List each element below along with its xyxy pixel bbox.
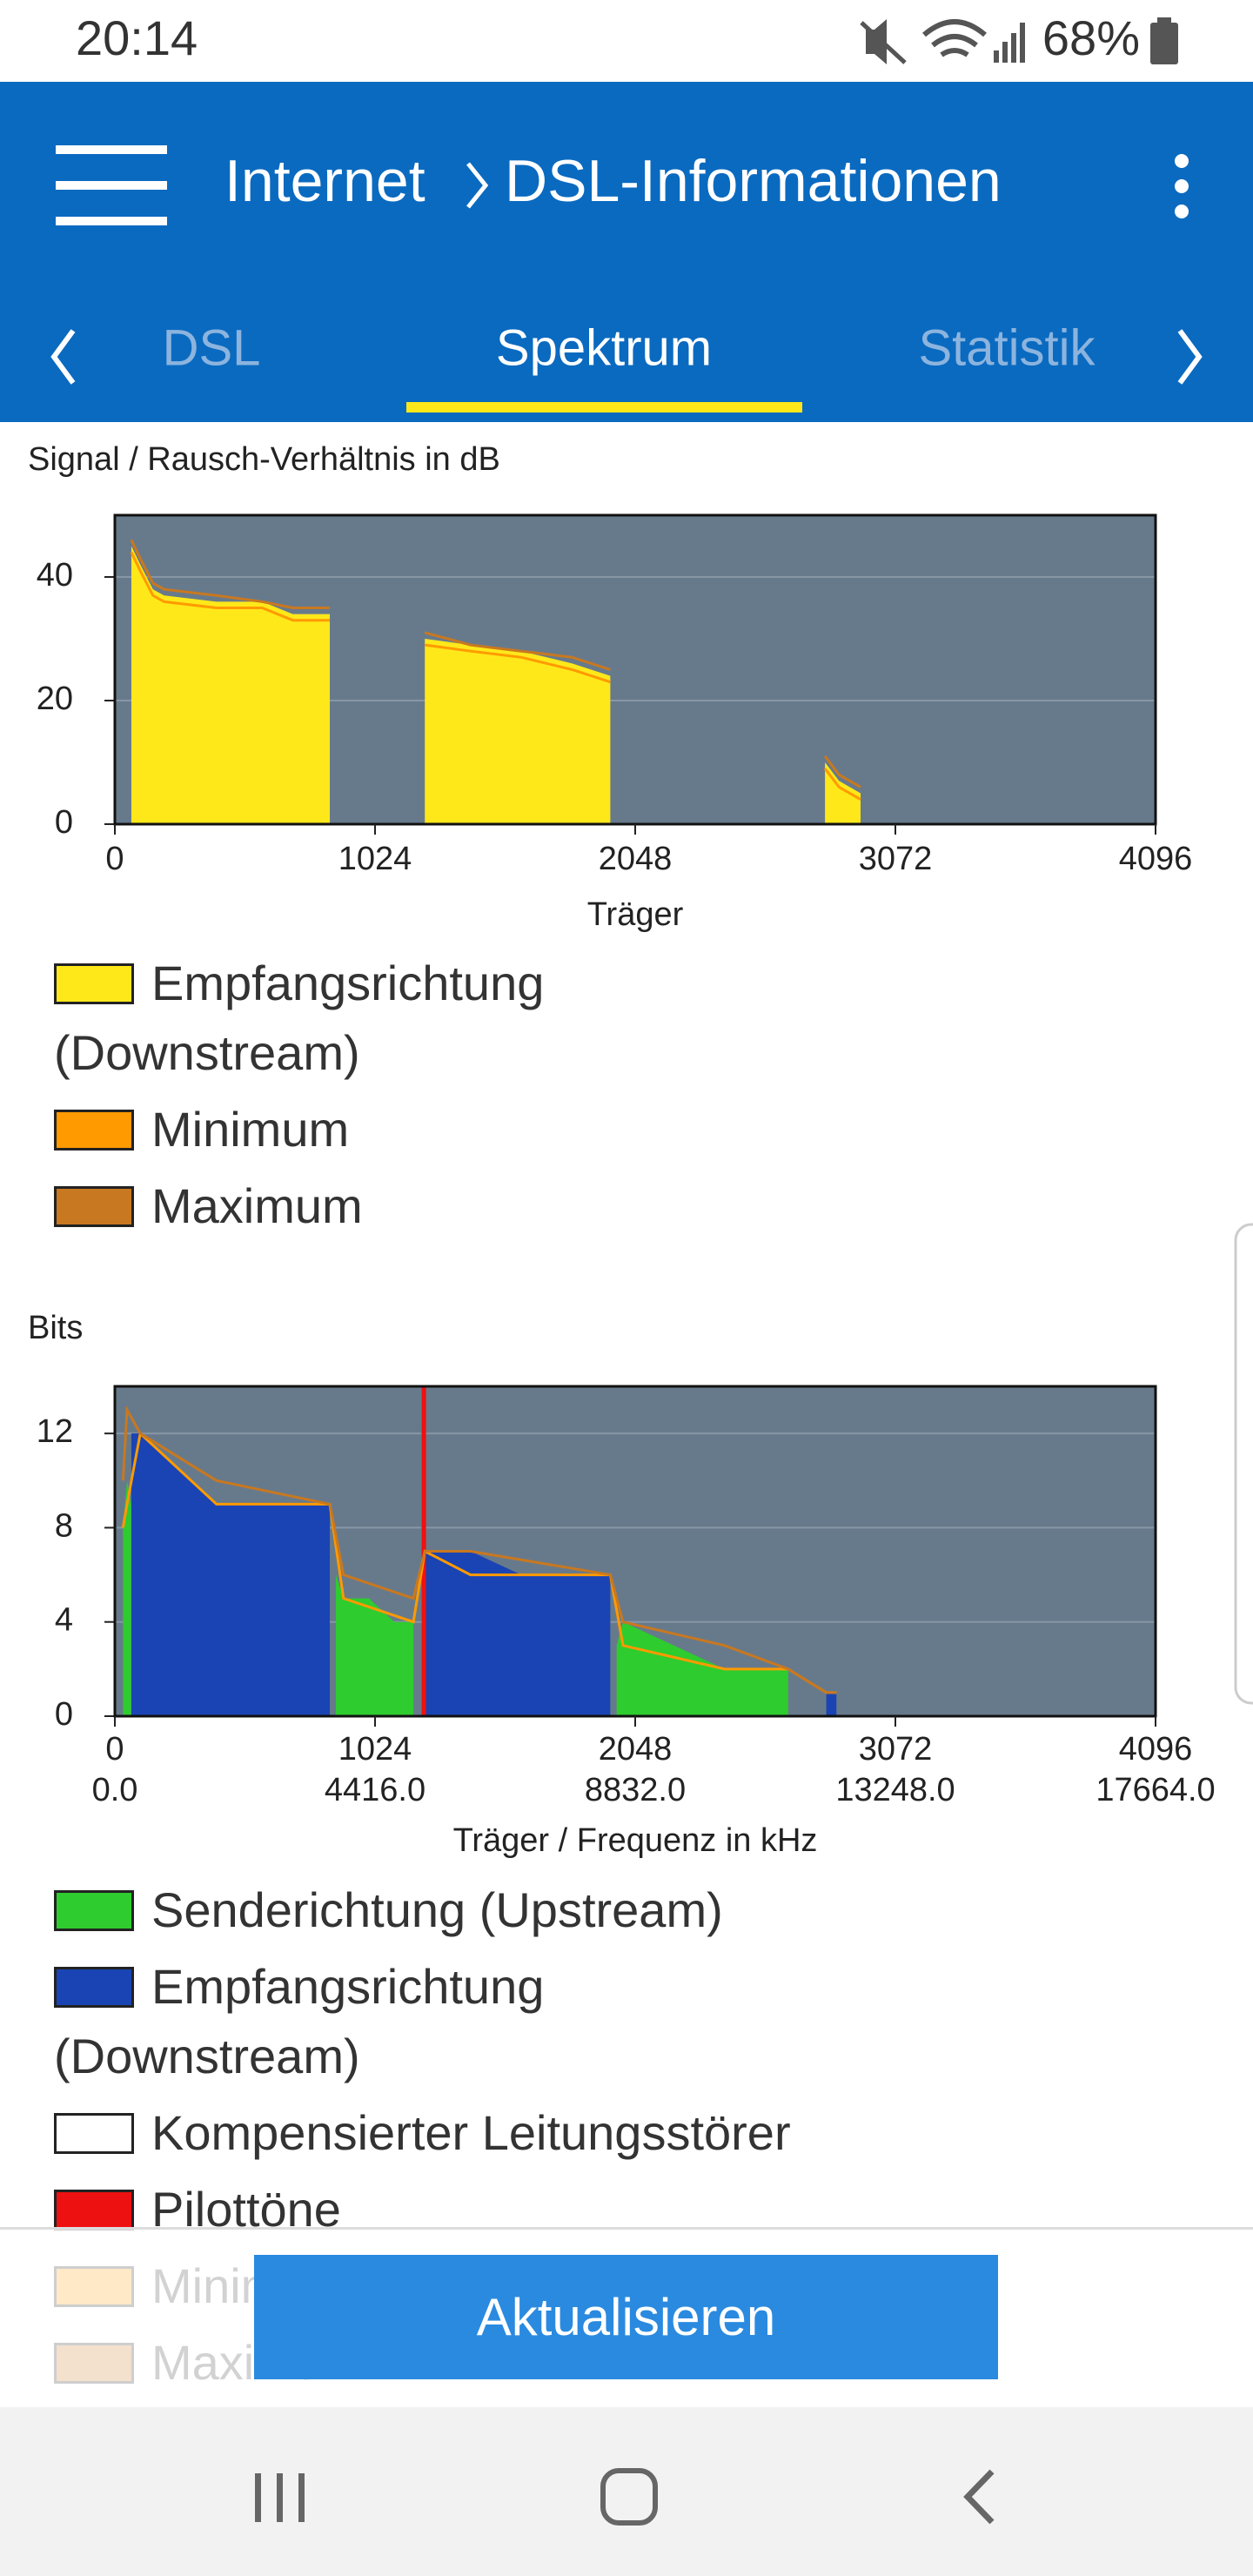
- area: [123, 1480, 788, 1716]
- y-tick-label: 0: [55, 804, 73, 841]
- legend-entry[interactable]: Maximum: [54, 1171, 863, 1241]
- legend-entry[interactable]: Empfangsrichtung (Downstream): [54, 949, 863, 1088]
- legend-entry[interactable]: Minimum: [54, 1095, 863, 1164]
- legend-entry[interactable]: Kompensierter Leitungsstörer: [54, 2098, 863, 2168]
- x-tick-label: 2048: [599, 841, 673, 877]
- chart-title: Bits: [28, 1310, 83, 1346]
- x-tick-label: 4096: [1119, 841, 1193, 877]
- legend-label: Empfangsrichtung (Downstream): [54, 956, 545, 1080]
- x-tick-label: 3072: [859, 841, 933, 877]
- tab-indicator: [406, 402, 802, 413]
- y-tick-label: 8: [55, 1507, 73, 1544]
- chart: Bits 0 4 8 12 0 1024 2048 3072 4096 0.0 4416.0 8832.…: [28, 1310, 1216, 1859]
- x-tick-label: 1024: [338, 841, 412, 877]
- legend-label: Maximum: [151, 1178, 363, 1233]
- tab-prev[interactable]: [50, 329, 76, 385]
- legend-swatch: [54, 1185, 134, 1227]
- x-tick-label: 2048: [599, 1731, 673, 1768]
- refresh-button[interactable]: Aktualisieren: [254, 2255, 998, 2379]
- line: [121, 1405, 837, 1694]
- x-tick-label: 0: [105, 841, 124, 877]
- breadcrumb-separator: [466, 162, 489, 209]
- legend-swatch: [54, 1109, 134, 1150]
- legend-label: Kompensierter Leitungsstörer: [151, 2105, 791, 2160]
- legend-swatch: [54, 2112, 134, 2154]
- x2-tick-label: 17664.0: [1096, 1772, 1215, 1808]
- x-tick-label: 1024: [338, 1731, 412, 1768]
- x-axis-label: Träger / Frequenz in kHz: [453, 1822, 818, 1859]
- legend-swatch: [54, 1889, 134, 1931]
- x2-tick-label: 4416.0: [325, 1772, 425, 1808]
- legend-swatch: [54, 963, 134, 1004]
- nav-icons: [255, 2468, 995, 2526]
- tab-next[interactable]: [1177, 329, 1203, 385]
- x-tick-label: 3072: [859, 1731, 933, 1768]
- tab[interactable]: Statistik: [918, 319, 1096, 376]
- chart: Signal / Rausch-Verhältnis in dB 0 20 40 0 10…: [28, 441, 1192, 933]
- tab[interactable]: DSL: [163, 319, 261, 376]
- menu-button[interactable]: [56, 145, 167, 225]
- overflow-menu[interactable]: [1175, 154, 1189, 218]
- legend: Empfangsrichtung (Downstream) Minimum Maxi…: [54, 949, 863, 1248]
- area: [131, 546, 861, 824]
- x2-tick-label: 13248.0: [835, 1772, 955, 1808]
- legend-swatch: [54, 1966, 134, 2008]
- legend-entry[interactable]: Senderichtung (Upstream): [54, 1875, 863, 1945]
- chart-title: Signal / Rausch-Verhältnis in dB: [28, 441, 500, 478]
- status-icons: [860, 17, 1178, 64]
- battery-level: 68%: [1042, 10, 1140, 65]
- home-button[interactable]: [600, 2468, 658, 2526]
- legend-swatch: [54, 2189, 134, 2231]
- app-bar: [0, 82, 1253, 422]
- x2-tick-label: 0.0: [92, 1772, 138, 1808]
- breadcrumb-current: DSL-Informationen: [505, 148, 1002, 214]
- breadcrumb-parent[interactable]: Internet: [224, 148, 425, 214]
- legend-label: Minimum: [151, 1102, 350, 1157]
- y-tick-label: 0: [55, 1696, 73, 1733]
- app-content: 20:14 68% Internet DSL-Informationen DSL…: [0, 0, 1253, 1860]
- scroll-handle[interactable]: [1234, 1223, 1253, 1710]
- y-tick-label: 40: [37, 557, 73, 594]
- tab[interactable]: Spektrum: [496, 319, 712, 376]
- status-time: 20:14: [76, 10, 198, 65]
- line: [130, 539, 861, 788]
- back-button[interactable]: [963, 2469, 995, 2525]
- y-tick-label: 20: [37, 681, 73, 717]
- recent-apps-button[interactable]: [255, 2473, 305, 2522]
- y-tick-label: 4: [55, 1602, 73, 1639]
- line: [130, 551, 861, 801]
- y-tick-label: 12: [37, 1413, 73, 1450]
- x2-tick-label: 8832.0: [585, 1772, 686, 1808]
- navigation-bar: [0, 2407, 1253, 2576]
- legend-entry[interactable]: Empfangsrichtung (Downstream): [54, 1952, 863, 2091]
- x-tick-label: 0: [105, 1731, 124, 1768]
- legend-label: Empfangsrichtung (Downstream): [54, 1959, 545, 2083]
- x-axis-label: Träger: [587, 896, 684, 933]
- x-tick-label: 4096: [1119, 1731, 1193, 1768]
- status-bar: [0, 0, 1253, 82]
- legend-label: Senderichtung (Upstream): [151, 1882, 723, 1937]
